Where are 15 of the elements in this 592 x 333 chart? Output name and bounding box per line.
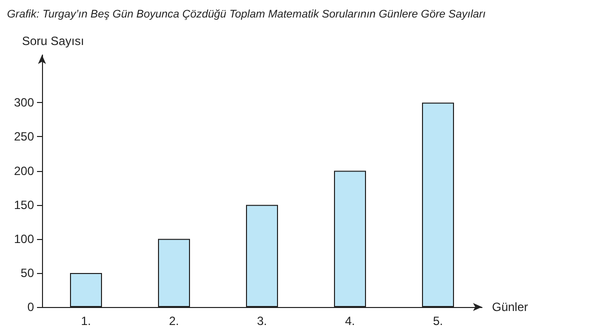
x-tick-label: 3.	[256, 314, 268, 328]
y-tick-label: 250	[14, 130, 34, 144]
y-tick-label: 100	[14, 232, 34, 246]
y-tick-label: 150	[14, 198, 34, 212]
y-tick-label: 0	[27, 300, 34, 314]
x-tick-label: 5.	[432, 314, 444, 328]
chart-title: Grafik: Turgay’ın Beş Gün Boyunca Çözdüğü Toplam Matematik Sorularının Günlere Göre Sayıları	[7, 8, 486, 20]
x-tick-label: 1.	[80, 314, 92, 328]
y-axis-title: Soru Sayısı	[22, 34, 84, 48]
x-axis-title: Günler	[492, 300, 528, 314]
y-tick-label: 200	[14, 164, 34, 178]
x-tick-label: 2.	[168, 314, 180, 328]
x-tick-label: 4.	[344, 314, 356, 328]
y-tick-label: 50	[20, 266, 34, 280]
y-tick-label: 300	[14, 96, 34, 110]
